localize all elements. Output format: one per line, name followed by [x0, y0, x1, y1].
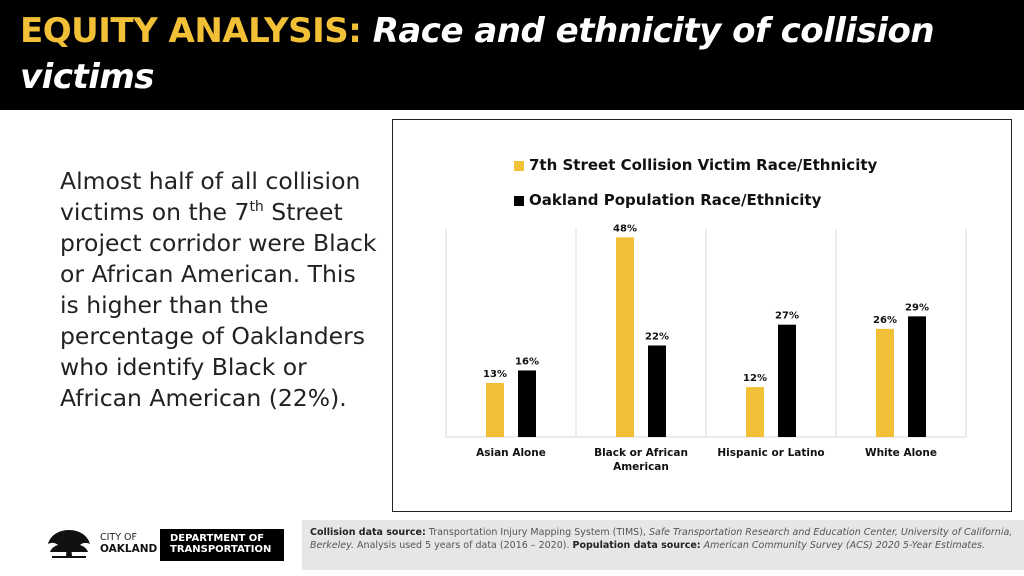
- title-lead: EQUITY ANALYSIS:: [20, 11, 362, 51]
- summary-text-part2: Street project corridor were Black or Af…: [60, 198, 377, 412]
- bar-black-or-african-american-series-1: [616, 237, 634, 437]
- page-title: EQUITY ANALYSIS: Race and ethnicity of c…: [20, 8, 1010, 100]
- legend-swatch-2: [514, 196, 524, 206]
- legend-label-2: Oakland Population Race/Ethnicity: [529, 191, 822, 209]
- legend-swatch-1: [514, 161, 524, 171]
- summary-text: Almost half of all collision victims on …: [60, 166, 380, 414]
- data-label-white-alone-series-2: 29%: [905, 302, 929, 313]
- category-label-black-or-african-american: Black or African American: [594, 447, 688, 473]
- source-italic-2: American Community Survey (ACS) 2020 5-Y…: [703, 540, 985, 551]
- bar-chart: 7th Street Collision Victim Race/Ethnici…: [445, 156, 967, 473]
- data-label-hispanic-or-latino-series-2: 27%: [775, 311, 799, 322]
- dept-line-2: TRANSPORTATION: [170, 544, 272, 555]
- source-label-collision: Collision data source:: [310, 527, 426, 538]
- header-bar: EQUITY ANALYSIS: Race and ethnicity of c…: [0, 0, 1024, 110]
- logo-oakland-text: OAKLAND: [100, 543, 158, 555]
- title-rest: Race and ethnicity of collision victims: [20, 11, 935, 97]
- data-label-asian-alone-series-1: 13%: [483, 369, 507, 380]
- bar-hispanic-or-latino-series-1: [746, 387, 764, 437]
- category-label-white-alone: White Alone: [865, 447, 937, 459]
- bar-asian-alone-series-1: [486, 382, 504, 437]
- category-label-hispanic-or-latino: Hispanic or Latino: [717, 447, 824, 459]
- summary-text-sup: th: [249, 199, 264, 216]
- source-label-population: Population data source:: [572, 540, 701, 551]
- legend-label-1: 7th Street Collision Victim Race/Ethnici…: [529, 156, 878, 174]
- data-label-asian-alone-series-2: 16%: [515, 356, 539, 367]
- dept-line-1: DEPARTMENT OF: [170, 533, 265, 544]
- bar-hispanic-or-latino-series-2: [778, 324, 796, 437]
- logo-city-text: CITY OF: [100, 532, 138, 543]
- bar-asian-alone-series-2: [518, 370, 536, 437]
- data-label-black-or-african-american-series-2: 22%: [645, 331, 669, 342]
- city-logo: CITY OF OAKLAND DEPARTMENT OF TRANSPORTA…: [44, 526, 294, 562]
- data-label-hispanic-or-latino-series-1: 12%: [743, 373, 767, 384]
- department-badge: DEPARTMENT OF TRANSPORTATION: [160, 529, 284, 561]
- bar-white-alone-series-1: [876, 328, 894, 437]
- category-label-asian-alone: Asian Alone: [476, 447, 546, 459]
- chart-panel: 7th Street Collision Victim Race/Ethnici…: [392, 119, 1012, 512]
- oak-tree-icon: [48, 530, 90, 558]
- source-note: Collision data source: Transportation In…: [302, 520, 1024, 570]
- source-italic-1: Safe Transportation Research and Educati…: [310, 527, 1013, 551]
- summary-text-part1: Almost half of all collision victims on …: [60, 167, 361, 226]
- data-label-black-or-african-american-series-1: 48%: [613, 223, 637, 234]
- source-text-1: Transportation Injury Mapping System (TI…: [428, 527, 646, 538]
- data-label-white-alone-series-1: 26%: [873, 315, 897, 326]
- bar-white-alone-series-2: [908, 316, 926, 437]
- bar-black-or-african-american-series-2: [648, 345, 666, 437]
- source-text-2: Analysis used 5 years of data (2016 – 20…: [357, 540, 570, 551]
